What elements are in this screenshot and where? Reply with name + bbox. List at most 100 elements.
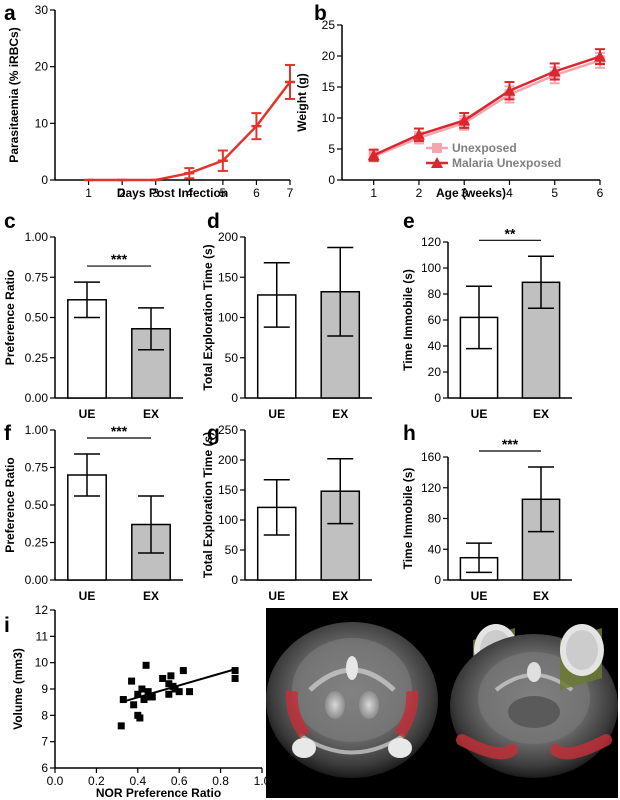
x-tick-label: 3: [152, 186, 159, 200]
scatter-point: [119, 696, 127, 704]
y-tick-label: 0.50: [25, 311, 49, 325]
scatter-point: [128, 677, 136, 685]
category-label: UE: [268, 589, 285, 603]
significance-stars: **: [505, 225, 516, 241]
y-axis-label: Parasitaemia (% iRBCs): [7, 27, 21, 162]
panel-label-b: b: [314, 2, 327, 25]
scatter-point: [136, 714, 144, 722]
x-tick-label: 1: [370, 186, 377, 200]
y-tick-label: 160: [421, 450, 441, 464]
y-tick-label: 120: [421, 481, 441, 495]
y-tick-label: 120: [421, 235, 441, 249]
panel-label-i: i: [4, 614, 10, 637]
panel-label-d: d: [207, 210, 220, 233]
data-point: [367, 149, 380, 161]
y-tick-label: 150: [218, 270, 238, 284]
y-tick-label: 0: [328, 173, 335, 187]
y-tick-label: 0: [231, 573, 238, 587]
y-tick-label: 8: [41, 708, 48, 722]
y-axis-label: Preference Ratio: [3, 270, 17, 365]
y-tick-label: 0.75: [25, 270, 49, 284]
y-axis-label: Preference Ratio: [3, 457, 17, 552]
category-label: UE: [79, 407, 96, 421]
data-point: [412, 128, 425, 140]
x-tick-label: 6: [597, 186, 604, 200]
scatter-point: [171, 685, 179, 693]
panel-label-c: c: [4, 210, 16, 233]
data-point: [594, 50, 606, 62]
preference-ratio-bar-chart-f: 0.00 0.25 0.50 0.75 1.00 Preference Ratio UE EX…: [3, 423, 183, 603]
x-tick-label: 0.8: [212, 774, 229, 788]
y-tick-label: 150: [218, 483, 238, 497]
y-tick-label: 0.50: [25, 498, 49, 512]
y-tick-label: 0.25: [25, 536, 49, 550]
trend-line: [120, 668, 236, 704]
y-axis-label: Weight (g): [295, 73, 309, 131]
y-tick-label: 0: [231, 391, 238, 405]
significance-stars: ***: [502, 436, 519, 452]
scatter-point: [142, 661, 150, 669]
y-tick-label: 50: [225, 543, 239, 557]
scatter-point: [167, 672, 175, 680]
scatter-point: [186, 688, 194, 696]
y-tick-label: 100: [218, 311, 238, 325]
category-label: UE: [471, 589, 488, 603]
scatter-point: [165, 690, 173, 698]
y-tick-label: 9: [41, 682, 48, 696]
scatter-point: [165, 680, 173, 688]
scatter-point: [138, 685, 146, 693]
preference-ratio-bar-chart-c: 0.00 0.25 0.50 0.75 1.00 Preference Ratio UE EX…: [3, 230, 183, 421]
x-tick-label: 2: [416, 186, 423, 200]
category-label: EX: [143, 589, 159, 603]
time-immobile-bar-chart-h: 0 40 80 120 160 Time Immobile (s) UE EX ***: [401, 436, 572, 603]
y-tick-label: 20: [428, 365, 442, 379]
category-label: EX: [332, 407, 348, 421]
y-tick-label: 10: [322, 111, 336, 125]
scatter-point: [148, 693, 156, 701]
y-tick-label: 0: [41, 173, 48, 187]
panel-label-a: a: [4, 2, 16, 25]
y-axis-label: Time Immobile (s): [401, 269, 415, 371]
y-tick-label: 20: [35, 60, 49, 74]
x-tick-label: 4: [506, 186, 513, 200]
y-axis-label: Time Immobile (s): [401, 468, 415, 570]
y-tick-label: 11: [36, 629, 49, 643]
y-tick-label: 0.75: [25, 461, 49, 475]
y-axis-label: Volume (mm3): [11, 648, 25, 730]
y-tick-label: 100: [421, 261, 441, 275]
y-axis-label: Total Exploration Time (s): [201, 432, 215, 578]
panel-label-f: f: [4, 422, 12, 445]
x-tick-label: 7: [287, 186, 294, 200]
time-immobile-bar-chart-e: 0 20 40 60 80 100 120 Time Immobile (s) UE EX **: [401, 225, 572, 421]
x-axis-label: Days Post Infection: [117, 186, 228, 200]
y-tick-label: 5: [328, 142, 335, 156]
y-tick-label: 6: [41, 761, 48, 775]
category-label: EX: [143, 407, 159, 421]
y-tick-label: 40: [428, 542, 442, 556]
y-tick-label: 100: [218, 513, 238, 527]
series-line-0: [373, 59, 601, 158]
scatter-point: [175, 688, 183, 696]
y-tick-label: 7: [41, 735, 48, 749]
y-tick-label: 0: [434, 391, 441, 405]
data-point: [503, 84, 516, 96]
scatter-point: [179, 667, 187, 675]
y-tick-label: 1.00: [25, 230, 49, 244]
x-tick-label: 1: [85, 186, 92, 200]
y-tick-label: 0.00: [25, 573, 49, 587]
legend-label: Unexposed: [452, 141, 517, 155]
panel-label-e: e: [403, 210, 415, 233]
y-tick-label: 40: [428, 339, 442, 353]
y-tick-label: 0.25: [25, 351, 49, 365]
y-axis-label: Total Exploration Time (s): [201, 244, 215, 390]
y-tick-label: 80: [428, 512, 442, 526]
scatter-point: [130, 701, 138, 709]
scatter-point: [231, 674, 239, 682]
y-tick-label: 200: [218, 230, 238, 244]
significance-stars: ***: [111, 423, 128, 439]
data-point: [458, 114, 471, 126]
panel-label-g: g: [207, 422, 220, 445]
brain-section-right: [450, 624, 618, 778]
